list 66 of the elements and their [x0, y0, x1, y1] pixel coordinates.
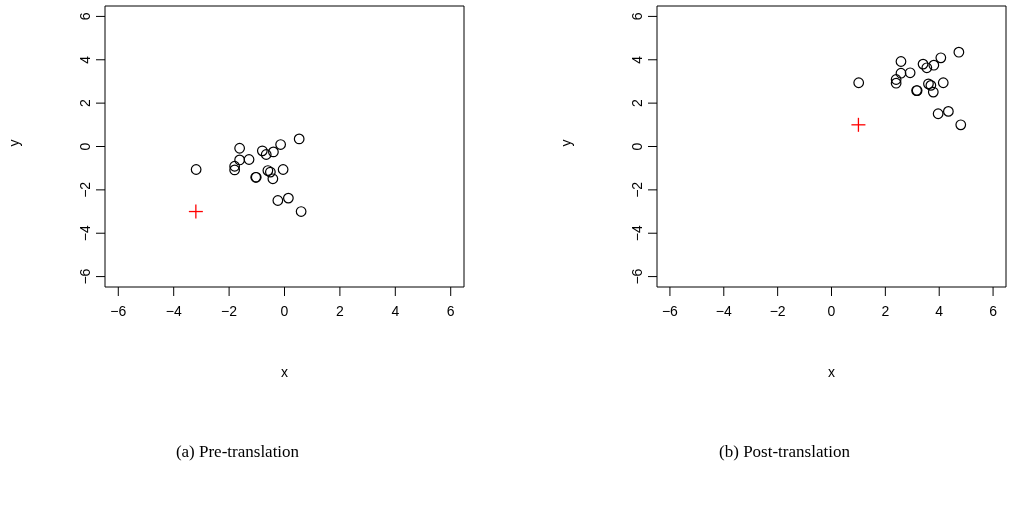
x-tick-label: 2: [336, 302, 344, 319]
point: [267, 173, 279, 185]
point: [243, 154, 255, 165]
y-tick-label: 6: [629, 12, 645, 21]
y-tick-label: 2: [77, 99, 93, 108]
point: [942, 105, 954, 117]
y-tick-label: 4: [629, 55, 645, 64]
y-tick-label: −6: [629, 268, 645, 285]
point: [928, 59, 940, 71]
x-tick-label: −4: [165, 302, 182, 319]
point: [234, 142, 246, 154]
point: [895, 67, 907, 79]
point: [256, 145, 268, 157]
point: [853, 77, 865, 89]
point: [277, 164, 289, 175]
point: [234, 154, 246, 166]
y-tick-label: 4: [77, 55, 93, 64]
point: [917, 58, 929, 70]
y-tick-label: −4: [629, 225, 645, 242]
y-tick-label: 0: [629, 142, 645, 151]
point: [229, 160, 241, 172]
y-tick-label: −2: [629, 181, 645, 198]
point: [904, 67, 916, 79]
point: [953, 46, 965, 58]
point: [275, 139, 287, 150]
x-tick-label: 4: [391, 302, 400, 319]
x-tick-label: 4: [935, 302, 944, 319]
point: [932, 108, 944, 120]
point: [935, 52, 947, 64]
x-tick-label: −2: [769, 302, 786, 319]
point: [955, 119, 967, 131]
point: [260, 149, 272, 160]
text: (a) Pre-translation: [174, 442, 301, 462]
x-tick-label: 6: [446, 302, 455, 319]
point: [927, 86, 939, 98]
x-tick-label: 6: [989, 302, 998, 319]
x-tick-label: −2: [221, 302, 238, 319]
y-tick-label: 2: [629, 99, 645, 108]
point: [890, 77, 902, 89]
y-tick-label: −6: [77, 268, 93, 285]
point: [190, 164, 202, 175]
x-tick-label: −6: [661, 302, 679, 319]
y-tick-label: −2: [77, 181, 93, 198]
x-axis-title: x: [828, 363, 835, 380]
x-tick-label: −4: [715, 302, 732, 319]
point: [890, 74, 902, 85]
x-tick-label: 2: [881, 302, 890, 319]
point: [295, 206, 307, 217]
point: [937, 77, 949, 89]
x-tick-label: 0: [827, 302, 836, 319]
text: (b) Post-translation: [718, 442, 851, 462]
y-tick-label: 6: [77, 12, 93, 21]
point: [272, 195, 284, 206]
point: [895, 56, 907, 67]
point: [282, 192, 294, 204]
x-tick-label: −6: [110, 302, 127, 319]
point: [293, 133, 305, 145]
x-axis-title: x: [281, 363, 288, 380]
point: [229, 164, 241, 176]
y-axis-title: y: [5, 139, 22, 147]
y-tick-label: 0: [77, 142, 93, 151]
point: [921, 62, 933, 74]
y-tick-label: −4: [77, 225, 93, 242]
y-axis-title: y: [557, 139, 574, 147]
point: [268, 146, 279, 158]
x-tick-label: 0: [280, 302, 289, 319]
